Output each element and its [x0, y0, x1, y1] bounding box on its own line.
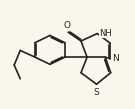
Text: O: O: [64, 21, 71, 30]
Text: N: N: [112, 54, 119, 63]
Text: NH: NH: [99, 29, 112, 38]
Text: S: S: [94, 88, 99, 97]
